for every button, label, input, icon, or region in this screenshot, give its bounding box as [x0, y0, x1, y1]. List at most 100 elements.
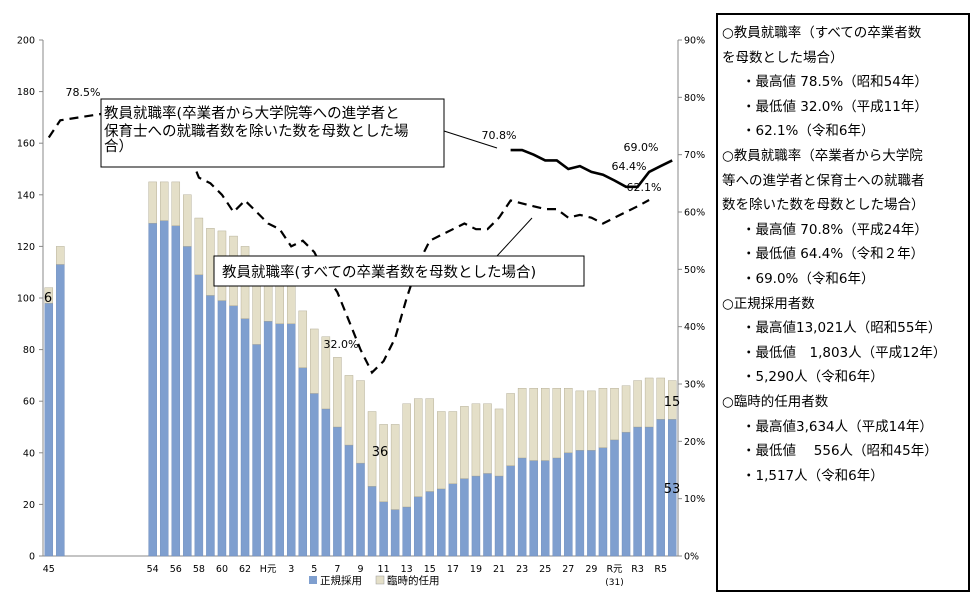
left-tick-label: 80	[23, 345, 35, 356]
bar-regular	[633, 426, 642, 557]
panel-line: ・最低値 64.4%（令和２年）	[742, 246, 925, 263]
x-tick-label: 5	[311, 564, 317, 575]
bar-regular	[298, 367, 308, 557]
bar-regular	[575, 450, 585, 557]
right-tick-label: 10%	[684, 494, 705, 505]
right-tick-label: 90%	[684, 36, 705, 47]
panel-line: 数を除いた数を母数とした場合）	[722, 197, 925, 214]
line-excl-grad-school	[510, 148, 673, 189]
bar-temporary	[206, 228, 215, 296]
bar-temporary	[171, 181, 181, 226]
panel-line: ・最高値13,021人（昭和55年）	[742, 320, 942, 337]
bar-regular	[564, 452, 573, 557]
right-tick-label: 20%	[684, 437, 705, 448]
x-tick-label: 54	[147, 564, 159, 575]
bar-temporary	[56, 246, 65, 265]
x-tick-label: 19	[470, 564, 482, 575]
x-tick-label: H元	[260, 564, 277, 575]
bar-temporary	[402, 403, 411, 508]
panel-line: ・1,517人（令和6年）	[742, 467, 884, 484]
bar-temporary	[333, 357, 342, 428]
callout-all: 教員就職率(すべての卒業者数を母数とした場合)	[213, 217, 585, 287]
bar-regular	[529, 460, 538, 557]
x-tick-label: 11	[378, 564, 390, 575]
x-tick-label: R元	[606, 564, 623, 575]
label-latest-all: 62.1%	[627, 181, 662, 194]
bar-temporary	[321, 336, 331, 410]
bar-regular	[333, 426, 342, 557]
panel-line: ○教員就職率（卒業者から大学院	[722, 147, 923, 164]
bar-regular	[413, 496, 423, 557]
left-tick-label: 120	[17, 242, 35, 253]
x-tick-label: 23	[516, 564, 528, 575]
right-tick-label: 70%	[684, 150, 705, 161]
left-tick-label: 100	[17, 294, 35, 305]
bar-regular	[390, 509, 400, 557]
bar-regular	[56, 264, 65, 557]
bar-regular	[494, 475, 504, 557]
bar-regular	[506, 465, 515, 557]
label-peak-all: 78.5%	[66, 86, 101, 99]
x-tick-label: 56	[170, 564, 182, 575]
callout-excl: 教員就職率(卒業者から大学院等への進学者と 保育士への就職者数を除いた数を母数と…	[100, 98, 498, 168]
bar-regular	[344, 444, 354, 557]
bar-temporary	[298, 310, 308, 368]
callout-excl-text-1: 教員就職率(卒業者から大学院等への進学者と	[104, 104, 400, 122]
bar-regular	[460, 478, 469, 557]
bar-regular	[437, 488, 446, 557]
bar-temporary	[575, 390, 585, 451]
bar-regular	[159, 220, 169, 557]
bar-regular	[217, 300, 227, 557]
callout-excl-text-3: 合）	[104, 138, 133, 155]
right-tick-label: 30%	[684, 380, 705, 391]
left-tick-label: 20	[23, 500, 35, 511]
right-tick-label: 50%	[684, 265, 705, 276]
chart-axes: 0 20 40 60 80 100 120 140 160 180 200 0% 10% 20% 30% 40…	[17, 36, 705, 589]
bar-regular	[483, 473, 492, 557]
x-tick-label: 9	[357, 564, 363, 575]
bar-regular	[263, 321, 273, 557]
panel-line: ・62.1%（令和6年）	[742, 123, 875, 140]
x-tick-label: 25	[539, 564, 551, 575]
bar-regular	[148, 222, 157, 557]
panel-line: を母数とした場合）	[722, 49, 844, 66]
panel-line: ・69.0%（令和6年）	[742, 270, 875, 287]
bar-temporary	[667, 380, 677, 420]
right-tick-label: 40%	[684, 322, 705, 333]
bar-temporary	[540, 388, 550, 461]
chart-bars	[44, 181, 677, 557]
label-bar-36: 36	[372, 445, 389, 460]
callout-excl-text-2: 保育士への就職者数を除いた数を母数とした場	[104, 123, 409, 140]
bar-temporary	[183, 194, 192, 247]
bar-regular	[379, 501, 388, 557]
label-bar-6: 6	[44, 291, 52, 306]
callout-all-text: 教員就職率(すべての卒業者数を母数とした場合)	[222, 264, 536, 281]
left-tick-label: 40	[23, 448, 35, 459]
line-all-graduates	[47, 104, 650, 375]
bar-regular	[540, 460, 550, 557]
bar-temporary	[483, 403, 492, 474]
bar-temporary	[425, 398, 435, 492]
bar-regular	[194, 274, 204, 557]
label-latest-excl: 69.0%	[624, 141, 659, 154]
bar-regular	[171, 225, 181, 557]
bar-regular	[367, 486, 377, 557]
x-tick-label: 29	[585, 564, 597, 575]
bar-temporary	[448, 411, 458, 484]
bar-regular	[621, 431, 631, 557]
panel-line: 等への進学者と保育士への就職者	[722, 172, 925, 189]
bar-regular	[425, 491, 435, 557]
bar-temporary	[552, 388, 562, 459]
bar-temporary	[517, 388, 527, 459]
left-tick-label: 160	[17, 139, 35, 150]
legend-swatch-regular	[309, 576, 317, 584]
x-tick-label: 21	[493, 564, 505, 575]
bar-regular	[610, 439, 619, 557]
left-tick-label: 0	[29, 552, 35, 563]
x-tick-label: R3	[631, 564, 644, 575]
bar-regular	[598, 447, 608, 557]
summary-panel: ○教員就職率（すべての卒業者数 を母数とした場合） ・最高値 78.5%（昭和54年…	[716, 13, 970, 592]
bar-regular	[206, 295, 215, 557]
bar-temporary	[633, 380, 642, 428]
x-tick-label: 17	[447, 564, 459, 575]
